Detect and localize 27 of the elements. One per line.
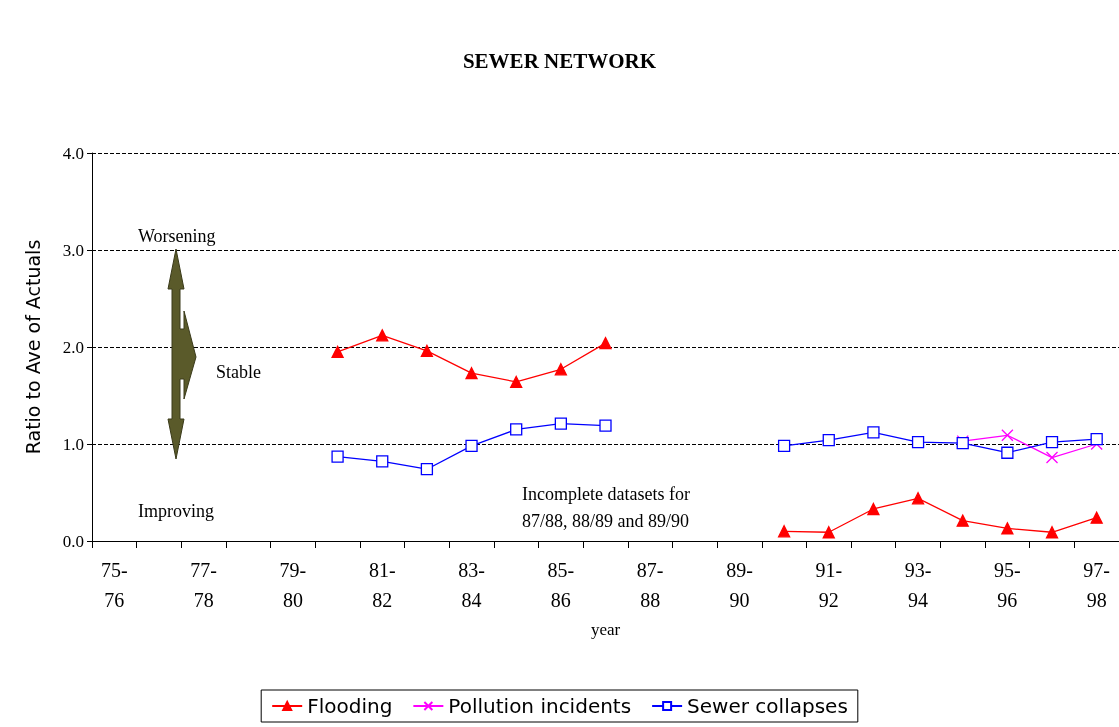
x-tick-label: 93- 94 [904, 559, 932, 611]
x-tick-label: 85- 86 [547, 559, 575, 611]
y-tick-label: 1.0 [62, 434, 84, 454]
legend-label: Flooding [307, 694, 393, 718]
y-tick-label: 3.0 [62, 240, 84, 260]
x-tick-label: 83- 84 [458, 559, 485, 611]
x-tick-label: 77- 78 [190, 559, 217, 611]
chart-title: SEWER NETWORK [462, 48, 657, 73]
annotation: Incomplete datasets for 87/88, 88/89 and 89/90 [522, 483, 690, 531]
x-tick-label: 75- 76 [100, 559, 128, 611]
y-tick-label: 0.0 [62, 531, 84, 551]
x-tick-label: 95- 96 [994, 559, 1021, 611]
annotation: Improving [138, 500, 214, 521]
x-tick-label: 89- 90 [726, 559, 753, 611]
x-tick-label: 79- 80 [279, 559, 307, 611]
legend-label: Sewer collapses [687, 694, 848, 718]
x-axis-title: year [590, 620, 621, 639]
y-tick-label: 4.0 [62, 143, 84, 163]
x-tick-label: 97- 98 [1083, 559, 1111, 611]
x-tick-label: 87- 88 [636, 559, 664, 611]
y-axis-title: Ratio to Ave of Actuals [21, 239, 44, 455]
annotation: Stable [216, 361, 261, 382]
x-tick-label: 81- 82 [368, 559, 396, 611]
legend-label: Pollution incidents [448, 694, 632, 718]
y-tick-label: 2.0 [62, 337, 84, 357]
x-tick-label: 91- 92 [815, 559, 843, 611]
annotation: Worsening [138, 225, 216, 246]
